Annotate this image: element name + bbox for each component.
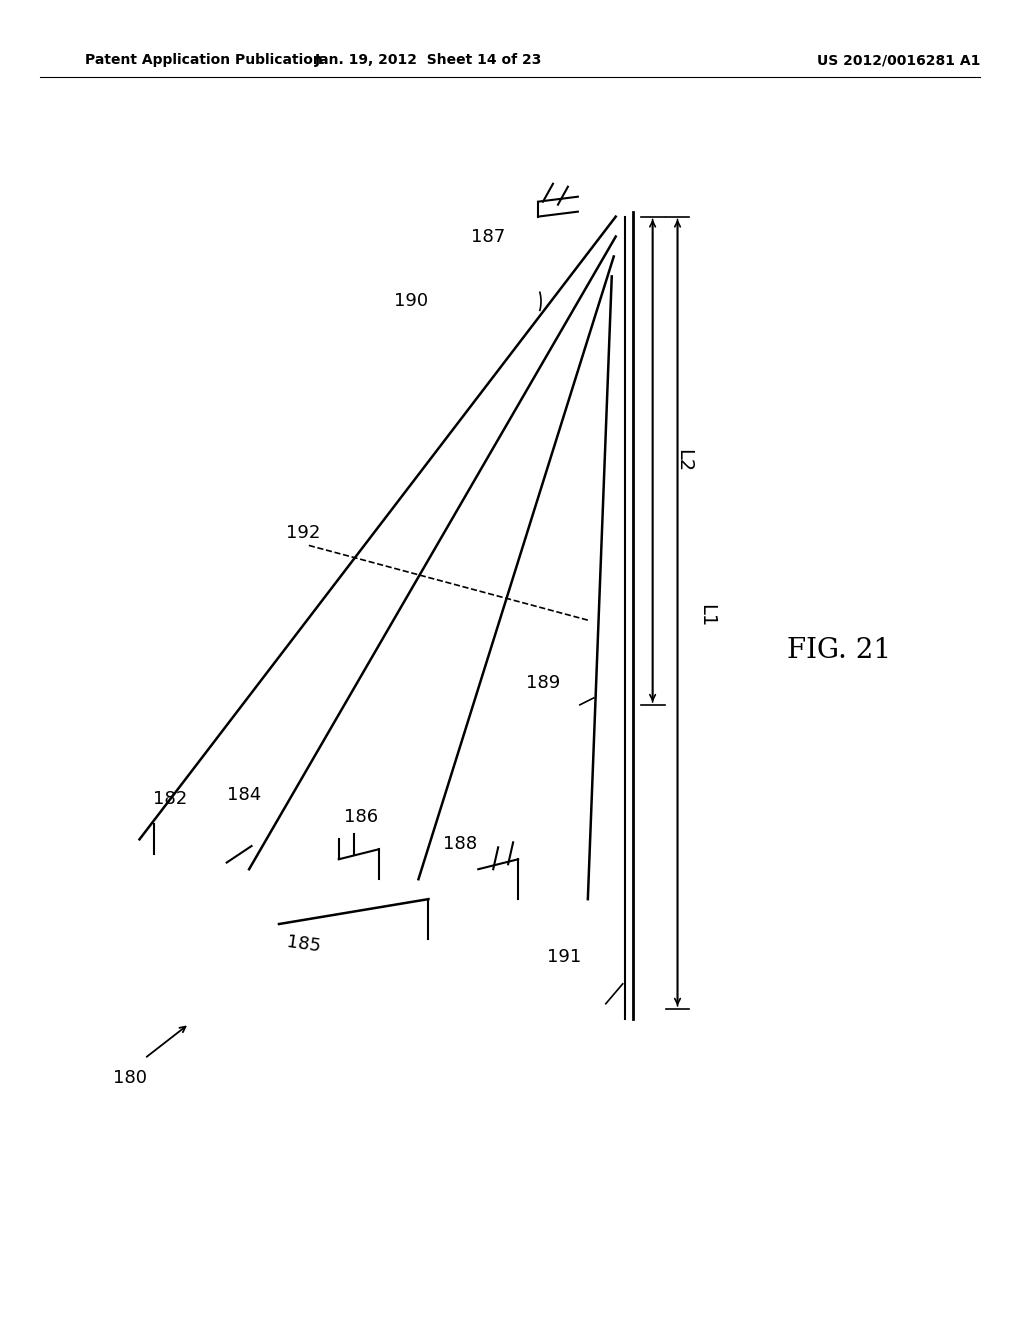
Text: 182: 182	[153, 791, 187, 808]
Text: 186: 186	[344, 808, 378, 826]
Text: Patent Application Publication: Patent Application Publication	[85, 53, 323, 67]
Text: 190: 190	[394, 292, 428, 310]
Text: L1: L1	[697, 603, 717, 627]
Text: 180: 180	[113, 1069, 146, 1088]
Text: 191: 191	[547, 948, 581, 966]
Text: US 2012/0016281 A1: US 2012/0016281 A1	[817, 53, 980, 67]
Text: 189: 189	[525, 675, 560, 692]
Text: 185: 185	[286, 933, 323, 956]
Text: FIG. 21: FIG. 21	[787, 636, 891, 664]
Text: L2: L2	[675, 449, 693, 473]
Text: 187: 187	[471, 227, 505, 246]
Text: Jan. 19, 2012  Sheet 14 of 23: Jan. 19, 2012 Sheet 14 of 23	[314, 53, 542, 67]
Text: 192: 192	[287, 524, 321, 543]
Text: 188: 188	[443, 836, 477, 853]
Text: 184: 184	[227, 785, 261, 804]
